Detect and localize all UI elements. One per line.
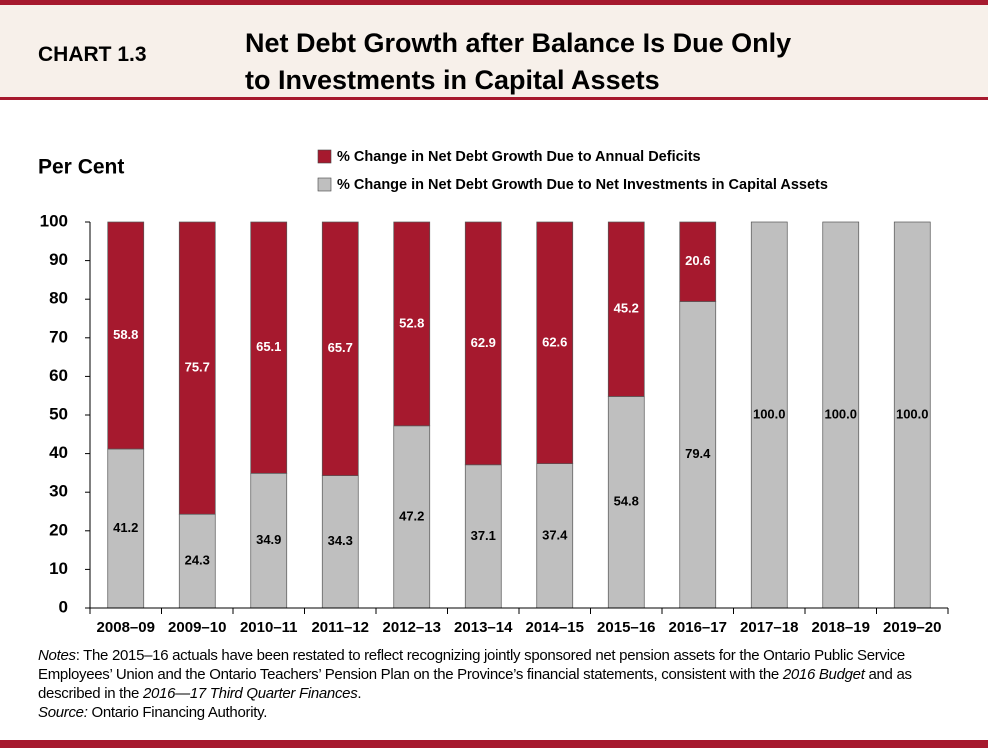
bar-segment	[750, 221, 788, 609]
title-line: Net Debt Growth after Balance Is Due Onl…	[245, 28, 792, 58]
x-tick-label: 2013–14	[454, 619, 513, 636]
legend-swatch	[317, 149, 332, 164]
data-label: 65.1	[256, 339, 281, 354]
data-label: 100.0	[896, 406, 929, 421]
data-label: 34.9	[256, 532, 281, 547]
bar-segment	[679, 221, 717, 302]
title-line: to Investments in Capital Assets	[245, 65, 660, 95]
data-label: 45.2	[614, 301, 639, 316]
bar-segment	[607, 221, 645, 397]
data-label: 62.6	[542, 334, 567, 349]
bar-segment	[893, 221, 931, 609]
y-tick-label: 30	[49, 482, 68, 501]
source: Source: Ontario Financing Authority.	[38, 703, 958, 722]
bar-segment	[250, 472, 288, 609]
bar-segment	[393, 425, 431, 609]
y-tick-label: 100	[40, 211, 68, 230]
footnote-text: and as described in the	[38, 666, 912, 702]
x-tick-label: 2009–10	[168, 619, 226, 636]
bar-segment	[464, 464, 502, 609]
data-label: 62.9	[471, 335, 496, 350]
data-label: 37.4	[542, 527, 568, 542]
bar-segment	[822, 221, 860, 609]
data-label: 100.0	[753, 406, 786, 421]
data-label: 34.3	[328, 533, 353, 548]
y-tick-label: 60	[49, 366, 68, 385]
bar-segment	[321, 475, 359, 609]
bar-segment	[679, 301, 717, 609]
data-label: 47.2	[399, 508, 424, 523]
data-label: 41.2	[113, 520, 138, 535]
data-label: 75.7	[185, 360, 210, 375]
data-label: 24.3	[185, 553, 210, 568]
data-label: 65.7	[328, 340, 353, 355]
x-tick-label: 2008–09	[97, 619, 155, 636]
bar-segment	[107, 221, 145, 450]
y-tick-label: 20	[49, 520, 68, 539]
legend-label: % Change in Net Debt Growth Due to Net I…	[337, 177, 828, 193]
data-label: 100.0	[824, 406, 857, 421]
x-tick-label: 2015–16	[597, 619, 655, 636]
notes: Notes: The 2015–16 actuals have been res…	[38, 646, 958, 703]
x-tick-label: 2016–17	[669, 619, 727, 636]
x-tick-label: 2012–13	[383, 619, 441, 636]
y-tick-label: 10	[49, 559, 68, 578]
x-tick-label: 2010–11	[240, 619, 298, 636]
chart-title: Net Debt Growth after Balance Is Due Onl…	[245, 25, 791, 99]
footnote-text: Source:	[38, 704, 88, 721]
bottom-rule	[0, 740, 988, 748]
data-label: 52.8	[399, 315, 424, 330]
footnote-text: 2016—17 Third Quarter Finances	[142, 685, 358, 702]
data-label: 20.6	[685, 253, 710, 268]
chart-number: CHART 1.3	[38, 43, 147, 66]
bar-segment	[536, 221, 574, 464]
y-tick-label: 0	[59, 597, 68, 616]
bar-segment	[464, 221, 502, 466]
y-tick-label: 40	[49, 443, 68, 462]
footnote-text: Notes	[38, 647, 76, 664]
x-tick-label: 2019–20	[883, 619, 941, 636]
bar-segment	[107, 448, 145, 609]
bar-segment	[536, 463, 574, 609]
data-label: 37.1	[471, 528, 496, 543]
x-tick-label: 2011–12	[311, 619, 369, 636]
x-tick-label: 2017–18	[740, 619, 798, 636]
data-label: 79.4	[685, 446, 711, 461]
footnote-text: Ontario Financing Authority.	[87, 704, 268, 721]
y-tick-label: 70	[49, 327, 68, 346]
bar-segment	[607, 396, 645, 609]
chart: Per Cent % Change in Net Debt Growth Due …	[38, 149, 949, 636]
bar-segment	[250, 221, 288, 474]
data-label: 54.8	[614, 494, 639, 509]
x-tick-label: 2018–19	[812, 619, 870, 636]
y-tick-label: 80	[49, 289, 68, 308]
header: CHART 1.3 Net Debt Growth after Balance …	[0, 0, 988, 100]
legend-label: % Change in Net Debt Growth Due to Annua…	[337, 149, 701, 165]
legend-swatch	[317, 177, 332, 192]
footnote-text: .	[357, 685, 362, 702]
bar-segment	[321, 221, 359, 476]
y-tick-label: 90	[49, 250, 68, 269]
y-axis-label: Per Cent	[38, 156, 124, 179]
x-tick-label: 2014–15	[526, 619, 584, 636]
bar-segment	[178, 221, 216, 515]
y-tick-label: 50	[49, 404, 68, 423]
data-label: 58.8	[113, 327, 138, 342]
footnote-text: : The 2015–16 actuals have been restated…	[38, 647, 905, 683]
footnote-text: 2016 Budget	[782, 666, 865, 683]
bar-segment	[393, 221, 431, 427]
